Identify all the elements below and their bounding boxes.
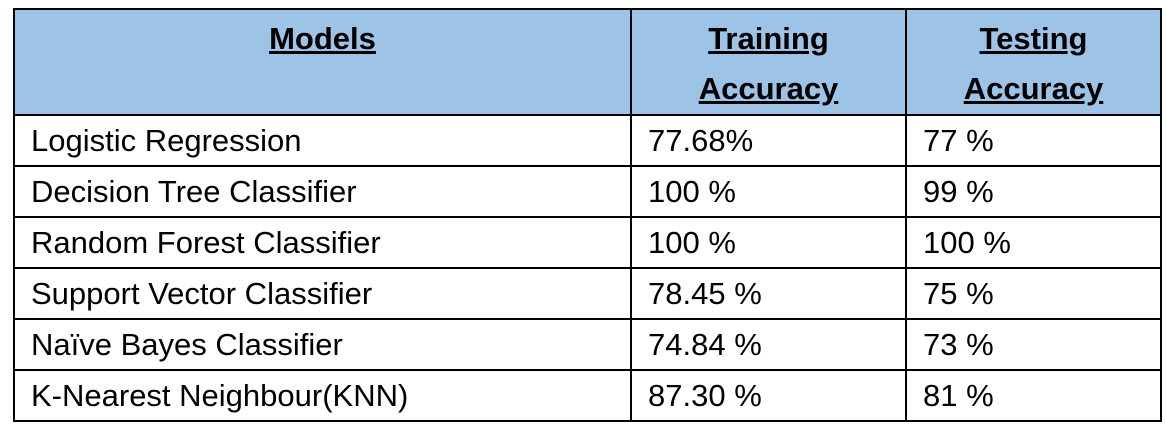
model-name: Logistic Regression <box>13 114 632 167</box>
model-name: Random Forest Classifier <box>13 216 632 269</box>
accuracy-cell: 100 % <box>630 165 907 218</box>
table-row: Support Vector Classifier 78.45 % 75 % <box>13 267 1162 320</box>
accuracy-table: Models Training Accuracy Testing Accuracy … <box>13 8 1162 422</box>
accuracy-cell: 73 % <box>905 318 1162 371</box>
header-cell: Testing Accuracy <box>905 8 1162 116</box>
accuracy-cell: 100 % <box>630 216 907 269</box>
header-row: Models Training Accuracy Testing Accuracy <box>13 8 1162 116</box>
model-name: K-Nearest Neighbour(KNN) <box>13 369 632 422</box>
header-text: Models <box>269 21 376 56</box>
accuracy-cell: 77 % <box>905 114 1162 167</box>
model-name: Naïve Bayes Classifier <box>13 318 632 371</box>
header-text: Training Accuracy <box>698 21 839 106</box>
table-row: Naïve Bayes Classifier 74.84 % 73 % <box>13 318 1162 371</box>
header-text: Testing Accuracy <box>963 21 1104 106</box>
accuracy-cell: 99 % <box>905 165 1162 218</box>
accuracy-cell: 100 % <box>905 216 1162 269</box>
accuracy-cell: 74.84 % <box>630 318 907 371</box>
table-row: Logistic Regression 77.68% 77 % <box>13 114 1162 167</box>
table-row: Random Forest Classifier 100 % 100 % <box>13 216 1162 269</box>
table-header: Models Training Accuracy Testing Accuracy <box>13 8 1162 116</box>
table-row: Decision Tree Classifier 100 % 99 % <box>13 165 1162 218</box>
model-name: Decision Tree Classifier <box>13 165 632 218</box>
header-cell: Models <box>13 8 632 116</box>
accuracy-cell: 77.68% <box>630 114 907 167</box>
accuracy-cell: 87.30 % <box>630 369 907 422</box>
table-row: K-Nearest Neighbour(KNN) 87.30 % 81 % <box>13 369 1162 422</box>
header-cell: Training Accuracy <box>630 8 907 116</box>
model-name: Support Vector Classifier <box>13 267 632 320</box>
accuracy-cell: 75 % <box>905 267 1162 320</box>
accuracy-cell: 81 % <box>905 369 1162 422</box>
table-body: Logistic Regression 77.68% 77 % Decision Tr… <box>13 114 1162 422</box>
accuracy-cell: 78.45 % <box>630 267 907 320</box>
